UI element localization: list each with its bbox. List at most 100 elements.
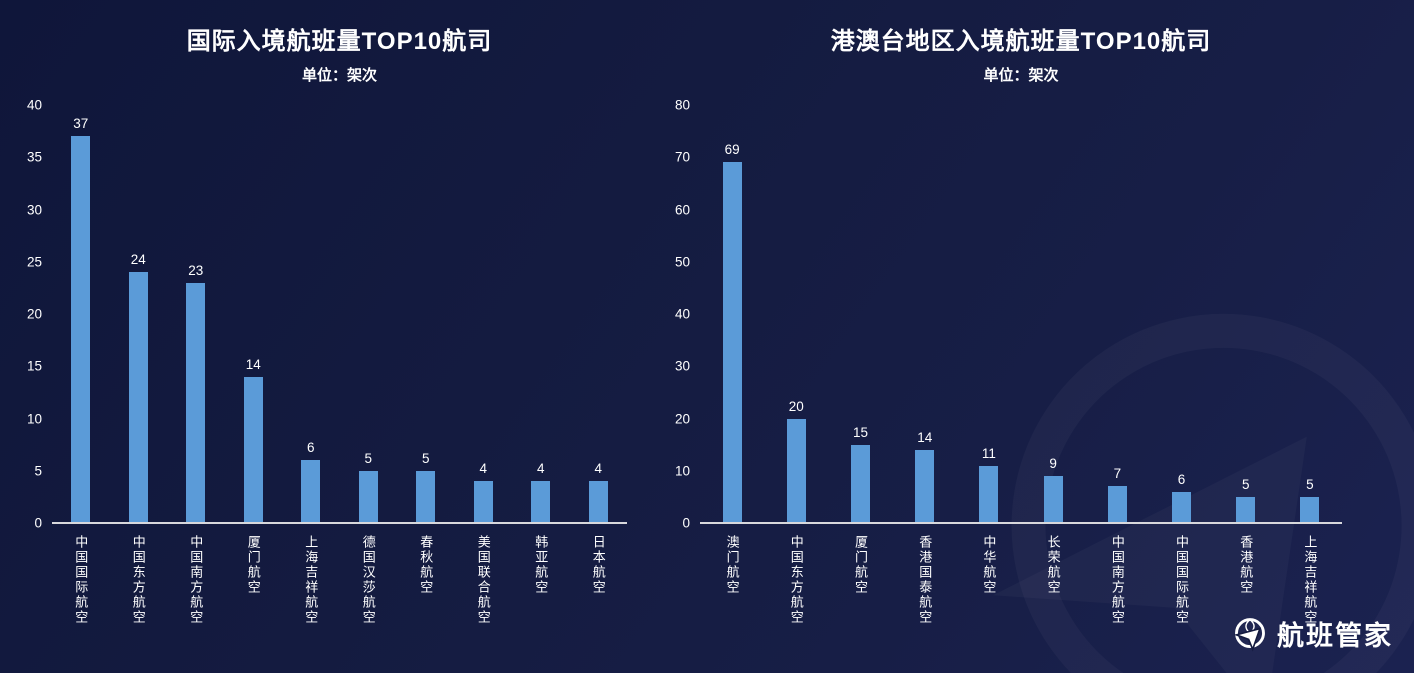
bar-value-label: 4 <box>536 461 545 477</box>
bar-slot: 37 中国国际航空 <box>52 105 110 625</box>
y-tick-label: 20 <box>674 411 690 426</box>
bar <box>915 449 935 523</box>
y-tick-label: 25 <box>26 254 42 270</box>
x-category-label: 香港航空 <box>1238 535 1254 595</box>
y-tick-label: 40 <box>26 97 42 113</box>
bar-slot: 5 德国汉莎航空 <box>340 105 398 625</box>
bar-slot: 4 日本航空 <box>570 105 628 595</box>
bar-value-label: 6 <box>306 440 315 456</box>
bar-value-label: 20 <box>788 398 804 414</box>
x-category-label: 中国国际航空 <box>73 535 89 625</box>
y-tick-label: 60 <box>674 202 690 217</box>
chart-header: 港澳台地区入境航班量TOP10航司 单位：架次 <box>700 21 1342 85</box>
x-axis-line <box>52 522 627 524</box>
plot-area: 37 中国国际航空 24 中国东方航空 23 中国南方航空 14 厦门航空 6 上海吉祥航空 5 德国… <box>52 105 628 625</box>
bar-value-label: 5 <box>1241 476 1250 492</box>
x-category-label: 韩亚航空 <box>533 535 549 595</box>
bar-slot: 23 中国南方航空 <box>167 105 225 625</box>
x-axis-line <box>700 522 1342 524</box>
bar-value-label: 4 <box>594 461 602 477</box>
chart-header: 国际入境航班量TOP10航司 单位：架次 <box>52 21 627 85</box>
bar-value-label: 5 <box>364 450 372 466</box>
x-category-label: 春秋航空 <box>418 535 434 595</box>
bar <box>1107 486 1127 523</box>
bar <box>531 481 551 523</box>
x-category-label: 厦门航空 <box>853 535 868 595</box>
chart-unit-label: 单位：架次 <box>983 67 1059 84</box>
bar <box>416 470 436 523</box>
bar-value-label: 14 <box>245 356 261 372</box>
bar <box>301 460 321 523</box>
y-tick-label: 50 <box>674 254 690 270</box>
bar-slot: 14 厦门航空 <box>225 105 283 595</box>
chart-title: 港澳台地区入境航班量TOP10航司 <box>830 28 1212 55</box>
x-category-label: 日本航空 <box>590 535 606 595</box>
y-tick-label: 10 <box>674 463 690 479</box>
plot-area: 69 澳门航空 20 中国东方航空 15 厦门航空 14 香港国泰航空 11 中华航空 9 长荣航空 7… <box>700 105 1342 625</box>
bar <box>1043 475 1063 523</box>
x-category-label: 中国东方航空 <box>130 535 146 625</box>
bar-slot: 9 长荣航空 <box>1021 105 1085 595</box>
bar-slot: 24 中国东方航空 <box>110 105 168 625</box>
bar <box>588 481 608 523</box>
x-category-label: 长荣航空 <box>1045 535 1061 595</box>
bar <box>1236 496 1256 523</box>
bar <box>128 272 148 523</box>
bar-slot: 5 上海吉祥航空 <box>1278 105 1342 625</box>
bar-value-label: 5 <box>1306 476 1314 492</box>
bar-value-label: 23 <box>188 262 204 278</box>
y-tick-label: 15 <box>26 358 42 374</box>
x-category-label: 厦门航空 <box>245 535 261 595</box>
bar-slot: 5 香港航空 <box>1214 105 1278 595</box>
bar-slot: 69 澳门航空 <box>700 105 764 595</box>
bar <box>1172 491 1192 523</box>
bar <box>243 376 263 523</box>
bar-slot: 11 中华航空 <box>957 105 1021 595</box>
y-tick-label: 40 <box>674 306 690 322</box>
y-tick-label: 5 <box>34 463 42 479</box>
y-tick-label: 35 <box>26 149 42 165</box>
bar-slot: 7 中国南方航空 <box>1085 105 1149 625</box>
x-category-label: 中国东方航空 <box>788 535 804 625</box>
bar-slot: 20 中国东方航空 <box>764 105 828 625</box>
y-tick-label: 80 <box>674 97 690 113</box>
x-category-label: 中国国际航空 <box>1174 535 1190 625</box>
bar-slot: 15 厦门航空 <box>828 105 892 595</box>
x-category-label: 澳门航空 <box>724 535 740 595</box>
brand-logo: 航班管家 <box>1232 614 1393 653</box>
bar-value-label: 9 <box>1049 455 1057 471</box>
x-category-label: 美国联合航空 <box>475 535 491 625</box>
chart-unit-label: 单位：架次 <box>301 67 377 84</box>
bar-value-label: 15 <box>852 424 869 440</box>
y-tick-label: 0 <box>682 515 690 531</box>
x-category-label: 中国南方航空 <box>188 535 204 625</box>
bar <box>1300 496 1320 523</box>
bar-slot: 4 韩亚航空 <box>512 105 570 595</box>
bar <box>722 162 742 523</box>
x-category-label: 中国南方航空 <box>1109 535 1125 625</box>
x-category-label: 德国汉莎航空 <box>360 535 376 625</box>
y-tick-label: 20 <box>26 306 42 322</box>
bar <box>979 465 999 523</box>
y-tick-label: 30 <box>674 358 690 374</box>
bar-value-label: 4 <box>479 461 487 477</box>
bar <box>186 282 206 523</box>
y-tick-label: 70 <box>674 149 690 165</box>
brand-logo-text: 航班管家 <box>1277 621 1393 651</box>
bar-slot: 6 上海吉祥航空 <box>282 105 340 625</box>
bar-value-label: 6 <box>1177 471 1186 487</box>
bar <box>71 136 91 523</box>
chart-hmt-inbound: 港澳台地区入境航班量TOP10航司 单位：架次 0 10 20 30 40 50 60 70 8… <box>675 28 1342 625</box>
x-category-label: 上海吉祥航空 <box>1302 535 1318 625</box>
bar <box>358 470 378 523</box>
bar-slot: 4 美国联合航空 <box>455 105 513 625</box>
bar <box>851 444 870 523</box>
x-category-label: 香港国泰航空 <box>917 535 933 625</box>
y-tick-label: 10 <box>26 411 42 426</box>
bar-value-label: 11 <box>981 445 996 461</box>
bar-slot: 6 中国国际航空 <box>1149 105 1213 625</box>
bar <box>786 418 806 523</box>
bar <box>473 481 493 523</box>
bar-value-label: 37 <box>73 116 89 132</box>
